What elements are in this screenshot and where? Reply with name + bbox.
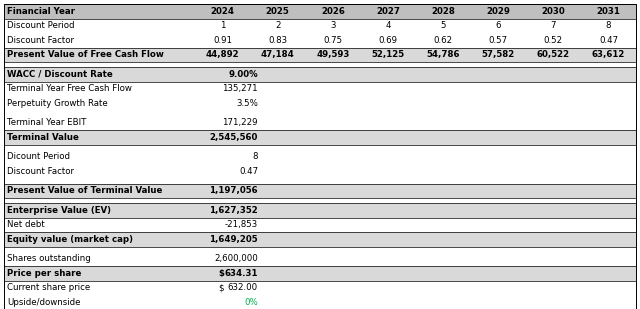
Bar: [4, 48, 636, 62]
Text: 135,271: 135,271: [222, 84, 258, 93]
Text: 60,522: 60,522: [537, 50, 570, 59]
Text: 9.00%: 9.00%: [228, 70, 258, 79]
Text: 6: 6: [495, 21, 501, 30]
Bar: [4, 184, 636, 198]
Bar: [4, 203, 636, 218]
Text: 0.91: 0.91: [213, 36, 232, 45]
Text: 2024: 2024: [211, 7, 235, 16]
Text: 8: 8: [605, 21, 611, 30]
Text: 2025: 2025: [266, 7, 289, 16]
Text: 0.47: 0.47: [239, 167, 258, 176]
Text: 3.5%: 3.5%: [236, 99, 258, 108]
Text: 4: 4: [385, 21, 390, 30]
Text: WACC / Discount Rate: WACC / Discount Rate: [7, 70, 113, 79]
Text: 2027: 2027: [376, 7, 400, 16]
Text: Terminal Year Free Cash Flow: Terminal Year Free Cash Flow: [7, 84, 132, 93]
Text: Perpetuity Growth Rate: Perpetuity Growth Rate: [7, 99, 108, 108]
Text: 2026: 2026: [321, 7, 345, 16]
Bar: [4, 266, 636, 281]
Bar: [4, 67, 636, 82]
Text: 0.52: 0.52: [544, 36, 563, 45]
Bar: [4, 130, 636, 145]
Text: 0%: 0%: [244, 298, 258, 307]
Text: Present Value of Free Cash Flow: Present Value of Free Cash Flow: [7, 50, 164, 59]
Text: 49,593: 49,593: [316, 50, 349, 59]
Text: 63,612: 63,612: [592, 50, 625, 59]
Text: Terminal Year EBIT: Terminal Year EBIT: [7, 118, 86, 127]
Text: 1: 1: [220, 21, 225, 30]
Text: Price per share: Price per share: [7, 269, 81, 278]
Text: 7: 7: [550, 21, 556, 30]
Text: 2028: 2028: [431, 7, 455, 16]
Text: 2,545,560: 2,545,560: [210, 133, 258, 142]
Text: 0.75: 0.75: [323, 36, 342, 45]
Text: 44,892: 44,892: [205, 50, 239, 59]
Text: 2,600,000: 2,600,000: [214, 254, 258, 263]
Text: Enterprise Value (EV): Enterprise Value (EV): [7, 206, 111, 215]
Text: 1,649,205: 1,649,205: [209, 235, 258, 244]
Text: 0.83: 0.83: [268, 36, 287, 45]
Text: 171,229: 171,229: [223, 118, 258, 127]
Bar: [4, 4, 636, 19]
Text: -21,853: -21,853: [225, 220, 258, 229]
Text: 57,582: 57,582: [481, 50, 515, 59]
Text: Present Value of Terminal Value: Present Value of Terminal Value: [7, 186, 163, 195]
Text: Upside/downside: Upside/downside: [7, 298, 81, 307]
Text: 0.69: 0.69: [378, 36, 397, 45]
Text: Current share price: Current share price: [7, 283, 90, 292]
Text: 634.31: 634.31: [225, 269, 258, 278]
Text: 0.57: 0.57: [488, 36, 508, 45]
Text: Terminal Value: Terminal Value: [7, 133, 79, 142]
Text: Financial Year: Financial Year: [7, 7, 75, 16]
Text: 52,125: 52,125: [371, 50, 404, 59]
Text: 0.62: 0.62: [433, 36, 452, 45]
Text: Dicount Period: Dicount Period: [7, 152, 70, 161]
Text: Equity value (market cap): Equity value (market cap): [7, 235, 133, 244]
Text: 2030: 2030: [541, 7, 565, 16]
Text: 47,184: 47,184: [261, 50, 294, 59]
Text: Shares outstanding: Shares outstanding: [7, 254, 91, 263]
Text: 3: 3: [330, 21, 335, 30]
Text: Discount Factor: Discount Factor: [7, 36, 74, 45]
Text: $: $: [218, 269, 224, 278]
Text: Net debt: Net debt: [7, 220, 45, 229]
Text: $: $: [218, 283, 223, 292]
Text: 54,786: 54,786: [426, 50, 460, 59]
Text: 5: 5: [440, 21, 446, 30]
Text: 1,627,352: 1,627,352: [209, 206, 258, 215]
Text: 2031: 2031: [596, 7, 620, 16]
Bar: [4, 232, 636, 247]
Text: 2029: 2029: [486, 7, 510, 16]
Text: 1,197,056: 1,197,056: [209, 186, 258, 195]
Text: 0.47: 0.47: [599, 36, 618, 45]
Text: 8: 8: [253, 152, 258, 161]
Text: Discount Factor: Discount Factor: [7, 167, 74, 176]
Text: 632.00: 632.00: [228, 283, 258, 292]
Text: Discount Period: Discount Period: [7, 21, 74, 30]
Text: 2: 2: [275, 21, 280, 30]
